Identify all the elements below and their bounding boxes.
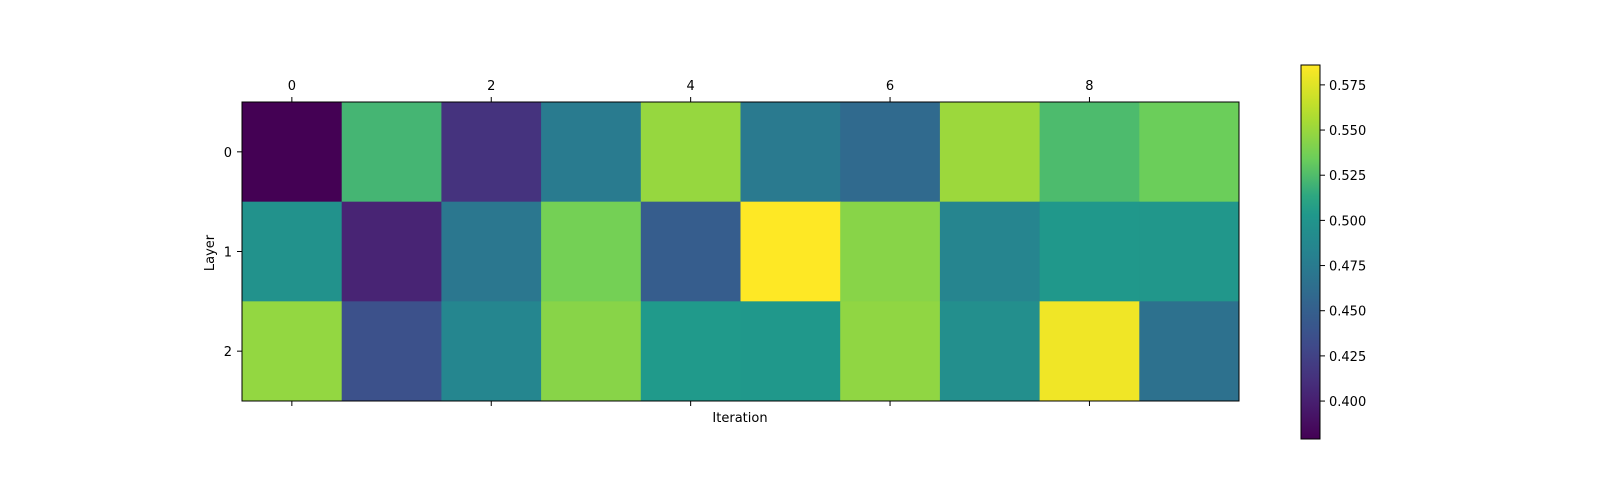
x-tick-label: 2 bbox=[487, 79, 495, 94]
heatmap-cell bbox=[939, 301, 1041, 402]
heatmap-cell bbox=[740, 201, 841, 302]
heatmap-cell bbox=[840, 301, 941, 402]
heatmap-cell bbox=[441, 102, 542, 203]
heatmap-cells bbox=[242, 102, 1240, 402]
heatmap-cell bbox=[341, 301, 442, 402]
colorbar-tick-label: 0.400 bbox=[1329, 395, 1366, 410]
heatmap-axes: 0 2 4 6 8 0 1 2 bbox=[224, 79, 1240, 406]
heatmap-cell bbox=[541, 102, 642, 203]
heatmap-cell bbox=[242, 201, 343, 302]
heatmap-cell bbox=[840, 102, 941, 203]
heatmap-cell bbox=[1139, 102, 1240, 203]
heatmap-cell bbox=[640, 201, 741, 302]
heatmap-cell bbox=[441, 201, 542, 302]
heatmap-cell bbox=[242, 102, 343, 203]
x-axis-label: Iteration bbox=[712, 411, 767, 426]
heatmap-cell bbox=[541, 201, 642, 302]
heatmap-cell bbox=[1039, 102, 1140, 203]
x-tick-label: 8 bbox=[1085, 79, 1093, 94]
heatmap-cell bbox=[541, 301, 642, 402]
y-tick-label: 0 bbox=[224, 146, 232, 161]
colorbar-tick-label: 0.500 bbox=[1329, 214, 1366, 229]
y-tick-label: 1 bbox=[224, 246, 232, 261]
heatmap-cell bbox=[740, 301, 841, 402]
x-tick-label: 6 bbox=[886, 79, 894, 94]
heatmap-cell bbox=[1139, 201, 1240, 302]
colorbar-tick-label: 0.525 bbox=[1329, 169, 1366, 184]
heatmap-cell bbox=[840, 201, 941, 302]
colorbar-tick-label: 0.475 bbox=[1329, 260, 1366, 275]
colorbar-tick-label: 0.450 bbox=[1329, 305, 1366, 320]
colorbar-tick-label: 0.425 bbox=[1329, 350, 1366, 365]
colorbar: 0.400 0.425 0.450 0.475 0.500 0.525 0.550 0.575 bbox=[1300, 64, 1366, 440]
heatmap-cell bbox=[640, 102, 741, 203]
heatmap-cell bbox=[939, 102, 1041, 203]
colorbar-gradient bbox=[1301, 65, 1320, 439]
heatmap-cell bbox=[242, 301, 343, 402]
heatmap-cell bbox=[1139, 301, 1240, 402]
heatmap-cell bbox=[441, 301, 542, 402]
heatmap-cell bbox=[939, 201, 1041, 302]
x-tick-label: 4 bbox=[687, 79, 695, 94]
y-axis-label: Layer bbox=[203, 234, 218, 271]
x-tick-label: 0 bbox=[288, 79, 296, 94]
heatmap-cell bbox=[341, 201, 442, 302]
heatmap-cell bbox=[640, 301, 741, 402]
colorbar-tick-label: 0.550 bbox=[1329, 124, 1366, 139]
heatmap-cell bbox=[740, 102, 841, 203]
heatmap-cell bbox=[1039, 301, 1140, 402]
y-tick-label: 2 bbox=[224, 345, 232, 360]
heatmap-cell bbox=[1039, 201, 1140, 302]
heatmap-cell bbox=[341, 102, 442, 203]
colorbar-tick-label: 0.575 bbox=[1329, 79, 1366, 94]
colorbar-frame bbox=[1300, 64, 1321, 440]
